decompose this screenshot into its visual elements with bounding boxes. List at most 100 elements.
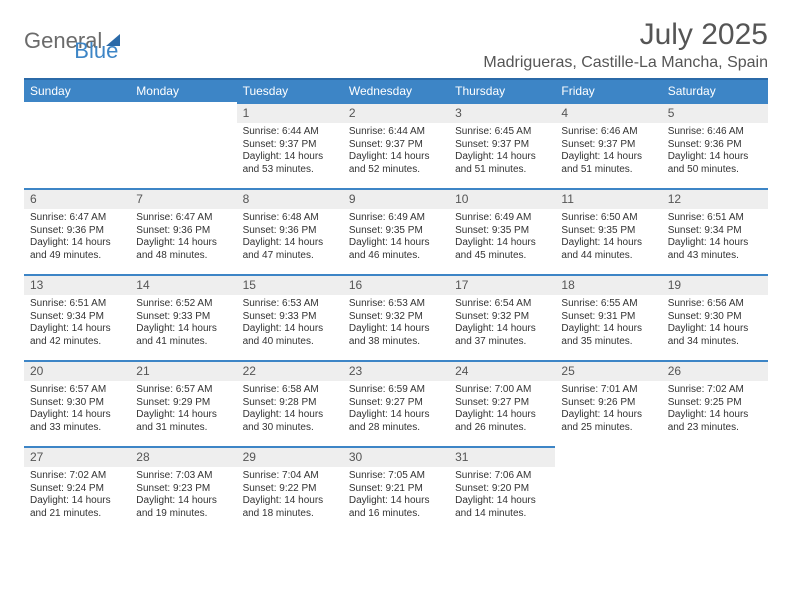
day-number: 17 [449,274,555,295]
month-title: July 2025 [483,18,768,52]
day-sr: Sunrise: 6:44 AM [243,126,337,139]
calendar-day-cell: 3Sunrise: 6:45 AMSunset: 9:37 PMDaylight… [449,102,555,188]
day-dl1: Daylight: 14 hours [243,323,337,336]
calendar-day-cell: 19Sunrise: 6:56 AMSunset: 9:30 PMDayligh… [662,274,768,360]
day-dl2: and 52 minutes. [349,164,443,177]
day-sr: Sunrise: 7:03 AM [136,470,230,483]
day-dl1: Daylight: 14 hours [668,151,762,164]
calendar-day-cell: 1Sunrise: 6:44 AMSunset: 9:37 PMDaylight… [237,102,343,188]
day-sr: Sunrise: 6:50 AM [561,212,655,225]
calendar-week-row: 1Sunrise: 6:44 AMSunset: 9:37 PMDaylight… [24,102,768,188]
day-body: Sunrise: 6:59 AMSunset: 9:27 PMDaylight:… [343,381,449,437]
day-body: Sunrise: 6:58 AMSunset: 9:28 PMDaylight:… [237,381,343,437]
calendar-day-cell: 30Sunrise: 7:05 AMSunset: 9:21 PMDayligh… [343,446,449,532]
day-dl1: Daylight: 14 hours [349,151,443,164]
day-dl2: and 14 minutes. [455,508,549,521]
day-dl1: Daylight: 14 hours [243,409,337,422]
day-body: Sunrise: 6:47 AMSunset: 9:36 PMDaylight:… [130,209,236,265]
calendar-day-cell [555,446,661,532]
day-number: 29 [237,446,343,467]
calendar-day-cell: 28Sunrise: 7:03 AMSunset: 9:23 PMDayligh… [130,446,236,532]
day-number: 8 [237,188,343,209]
day-ss: Sunset: 9:37 PM [561,139,655,152]
day-ss: Sunset: 9:27 PM [349,397,443,410]
day-number: 11 [555,188,661,209]
day-ss: Sunset: 9:35 PM [455,225,549,238]
calendar-week-row: 13Sunrise: 6:51 AMSunset: 9:34 PMDayligh… [24,274,768,360]
day-body: Sunrise: 7:02 AMSunset: 9:25 PMDaylight:… [662,381,768,437]
day-number: 13 [24,274,130,295]
day-number: 23 [343,360,449,381]
day-sr: Sunrise: 6:52 AM [136,298,230,311]
day-ss: Sunset: 9:36 PM [136,225,230,238]
day-dl2: and 48 minutes. [136,250,230,263]
day-ss: Sunset: 9:31 PM [561,311,655,324]
day-dl1: Daylight: 14 hours [30,323,124,336]
header: General Blue July 2025 Madrigueras, Cast… [24,18,768,72]
day-dl1: Daylight: 14 hours [455,237,549,250]
day-ss: Sunset: 9:25 PM [668,397,762,410]
day-sr: Sunrise: 7:01 AM [561,384,655,397]
day-sr: Sunrise: 7:04 AM [243,470,337,483]
day-sr: Sunrise: 6:47 AM [30,212,124,225]
calendar-day-cell: 17Sunrise: 6:54 AMSunset: 9:32 PMDayligh… [449,274,555,360]
calendar-day-cell: 29Sunrise: 7:04 AMSunset: 9:22 PMDayligh… [237,446,343,532]
day-dl2: and 53 minutes. [243,164,337,177]
day-sr: Sunrise: 6:48 AM [243,212,337,225]
day-sr: Sunrise: 6:57 AM [136,384,230,397]
day-number: 27 [24,446,130,467]
day-ss: Sunset: 9:24 PM [30,483,124,496]
calendar-day-cell: 16Sunrise: 6:53 AMSunset: 9:32 PMDayligh… [343,274,449,360]
day-ss: Sunset: 9:35 PM [561,225,655,238]
day-ss: Sunset: 9:37 PM [243,139,337,152]
day-body: Sunrise: 6:56 AMSunset: 9:30 PMDaylight:… [662,295,768,351]
day-sr: Sunrise: 7:02 AM [30,470,124,483]
day-ss: Sunset: 9:34 PM [30,311,124,324]
day-ss: Sunset: 9:29 PM [136,397,230,410]
day-sr: Sunrise: 6:44 AM [349,126,443,139]
day-dl1: Daylight: 14 hours [30,495,124,508]
day-body: Sunrise: 6:46 AMSunset: 9:36 PMDaylight:… [662,123,768,179]
day-dl2: and 31 minutes. [136,422,230,435]
calendar-day-cell: 15Sunrise: 6:53 AMSunset: 9:33 PMDayligh… [237,274,343,360]
day-body: Sunrise: 6:44 AMSunset: 9:37 PMDaylight:… [237,123,343,179]
calendar-day-cell: 20Sunrise: 6:57 AMSunset: 9:30 PMDayligh… [24,360,130,446]
day-dl2: and 46 minutes. [349,250,443,263]
calendar-day-cell: 24Sunrise: 7:00 AMSunset: 9:27 PMDayligh… [449,360,555,446]
day-body: Sunrise: 6:49 AMSunset: 9:35 PMDaylight:… [343,209,449,265]
calendar-day-cell: 5Sunrise: 6:46 AMSunset: 9:36 PMDaylight… [662,102,768,188]
logo-text-2: Blue [74,38,118,64]
day-number: 28 [130,446,236,467]
day-number: 26 [662,360,768,381]
day-dl1: Daylight: 14 hours [455,409,549,422]
day-ss: Sunset: 9:26 PM [561,397,655,410]
day-dl2: and 30 minutes. [243,422,337,435]
day-ss: Sunset: 9:32 PM [349,311,443,324]
day-sr: Sunrise: 6:51 AM [668,212,762,225]
day-sr: Sunrise: 6:46 AM [668,126,762,139]
day-dl1: Daylight: 14 hours [349,323,443,336]
calendar-day-cell [24,102,130,188]
day-ss: Sunset: 9:20 PM [455,483,549,496]
day-dl1: Daylight: 14 hours [30,409,124,422]
day-body: Sunrise: 6:46 AMSunset: 9:37 PMDaylight:… [555,123,661,179]
day-dl2: and 43 minutes. [668,250,762,263]
day-sr: Sunrise: 7:05 AM [349,470,443,483]
calendar-day-cell: 31Sunrise: 7:06 AMSunset: 9:20 PMDayligh… [449,446,555,532]
day-body: Sunrise: 7:04 AMSunset: 9:22 PMDaylight:… [237,467,343,523]
day-number: 2 [343,102,449,123]
weekday-header: Monday [130,79,236,102]
day-dl1: Daylight: 14 hours [349,237,443,250]
day-body: Sunrise: 6:57 AMSunset: 9:29 PMDaylight:… [130,381,236,437]
day-sr: Sunrise: 6:53 AM [349,298,443,311]
day-number: 20 [24,360,130,381]
calendar-day-cell: 13Sunrise: 6:51 AMSunset: 9:34 PMDayligh… [24,274,130,360]
calendar-day-cell: 21Sunrise: 6:57 AMSunset: 9:29 PMDayligh… [130,360,236,446]
calendar-day-cell: 9Sunrise: 6:49 AMSunset: 9:35 PMDaylight… [343,188,449,274]
day-number: 31 [449,446,555,467]
day-body: Sunrise: 6:49 AMSunset: 9:35 PMDaylight:… [449,209,555,265]
day-dl2: and 47 minutes. [243,250,337,263]
day-dl2: and 19 minutes. [136,508,230,521]
weekday-header: Sunday [24,79,130,102]
day-dl2: and 37 minutes. [455,336,549,349]
